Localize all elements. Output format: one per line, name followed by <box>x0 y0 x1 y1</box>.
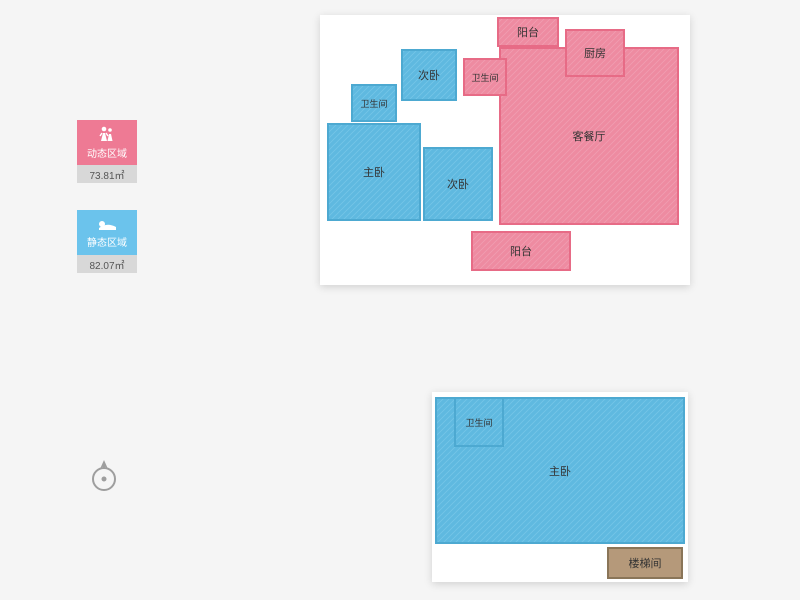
room-master-bedroom: 主卧 <box>328 124 420 220</box>
legend-dynamic-label: 动态区域 <box>87 145 127 160</box>
room-label: 楼梯间 <box>629 555 662 571</box>
people-icon <box>97 126 117 142</box>
sleep-icon <box>96 217 118 231</box>
room-label: 主卧 <box>549 463 571 479</box>
legend-static-value: 82.07㎡ <box>77 255 137 273</box>
legend-dynamic-value: 73.81㎡ <box>77 165 137 183</box>
legend-dynamic-header: 动态区域 <box>77 120 137 165</box>
legend-static: 静态区域 82.07㎡ <box>77 210 137 273</box>
room-label: 次卧 <box>447 176 469 192</box>
room-bedroom-2b: 次卧 <box>424 148 492 220</box>
room-label: 次卧 <box>418 67 440 83</box>
room-bathroom-3: 卫生间 <box>455 398 503 446</box>
room-label: 客餐厅 <box>573 128 606 144</box>
room-stairwell: 楼梯间 <box>608 548 682 578</box>
room-label: 阳台 <box>510 243 532 259</box>
room-label: 阳台 <box>517 24 539 40</box>
room-label: 卫生间 <box>360 97 387 110</box>
room-kitchen: 厨房 <box>566 30 624 76</box>
room-label: 卫生间 <box>465 416 492 429</box>
room-balcony-bottom: 阳台 <box>472 232 570 270</box>
room-label: 主卧 <box>363 164 385 180</box>
room-bathroom-2: 卫生间 <box>464 59 506 95</box>
compass-icon <box>82 455 126 504</box>
upper-floor: 客餐厅主卧次卧阳台次卧厨房阳台卫生间卫生间 <box>320 15 690 285</box>
room-label: 厨房 <box>584 45 606 61</box>
room-bedroom-2a: 次卧 <box>402 50 456 100</box>
legend-dynamic: 动态区域 73.81㎡ <box>77 120 137 183</box>
room-label: 卫生间 <box>471 71 498 84</box>
room-bathroom-1: 卫生间 <box>352 85 396 121</box>
legend-static-header: 静态区域 <box>77 210 137 255</box>
legend-static-label: 静态区域 <box>87 234 127 249</box>
lower-floor: 主卧 卫生间楼梯间 <box>432 392 688 582</box>
room-balcony-top: 阳台 <box>498 18 558 46</box>
